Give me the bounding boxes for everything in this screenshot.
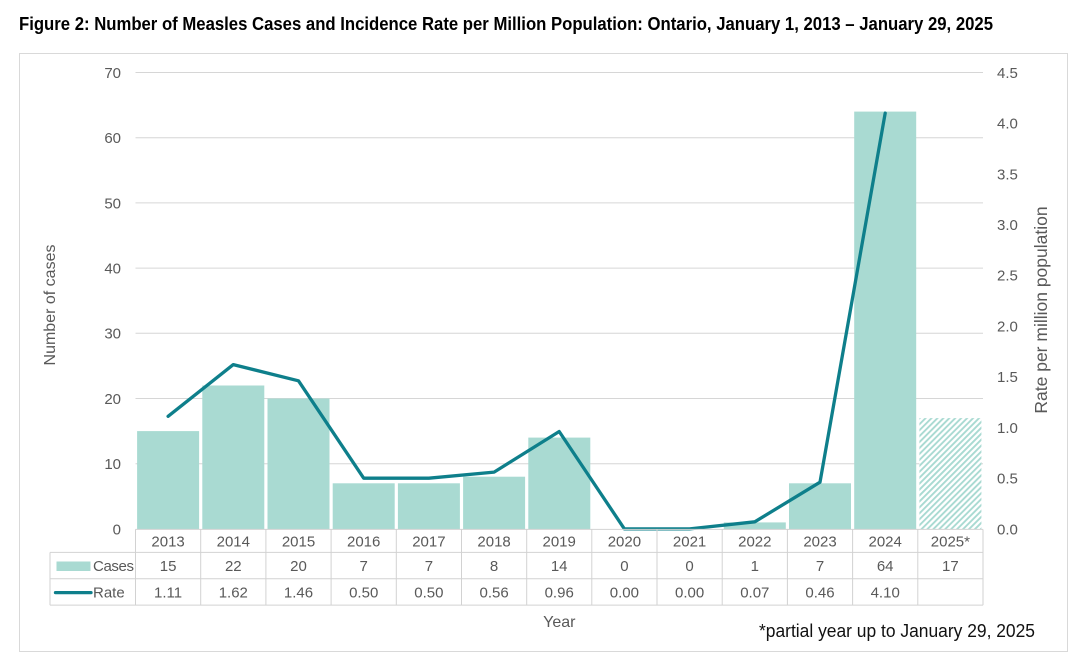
svg-text:0.96: 0.96 xyxy=(545,584,574,601)
svg-text:2.5: 2.5 xyxy=(997,268,1018,285)
svg-text:20: 20 xyxy=(104,391,121,408)
svg-text:50: 50 xyxy=(104,195,121,212)
svg-text:3.5: 3.5 xyxy=(997,166,1018,183)
svg-text:2022: 2022 xyxy=(738,533,771,550)
svg-text:0.5: 0.5 xyxy=(997,471,1018,488)
svg-text:0.50: 0.50 xyxy=(349,584,378,601)
svg-text:4.10: 4.10 xyxy=(871,584,900,601)
svg-text:2016: 2016 xyxy=(347,533,380,550)
svg-text:2025*: 2025* xyxy=(931,533,970,550)
svg-text:15: 15 xyxy=(160,558,177,575)
svg-text:40: 40 xyxy=(104,261,121,278)
svg-text:2020: 2020 xyxy=(608,533,641,550)
svg-text:Number of cases: Number of cases xyxy=(42,245,59,366)
svg-text:0.07: 0.07 xyxy=(740,584,769,601)
svg-text:2.0: 2.0 xyxy=(997,319,1018,336)
svg-text:4.0: 4.0 xyxy=(997,116,1018,133)
svg-text:8: 8 xyxy=(490,558,498,575)
svg-text:1: 1 xyxy=(751,558,759,575)
svg-text:0.00: 0.00 xyxy=(610,584,639,601)
svg-text:0: 0 xyxy=(113,521,121,538)
svg-text:2019: 2019 xyxy=(543,533,576,550)
svg-text:30: 30 xyxy=(104,326,121,343)
svg-text:2021: 2021 xyxy=(673,533,706,550)
svg-text:0: 0 xyxy=(620,558,628,575)
svg-text:14: 14 xyxy=(551,558,568,575)
svg-text:Figure 2: Number of Measles Ca: Figure 2: Number of Measles Cases and In… xyxy=(19,14,993,35)
svg-text:0.46: 0.46 xyxy=(805,584,834,601)
svg-text:2023: 2023 xyxy=(803,533,836,550)
svg-text:2024: 2024 xyxy=(869,533,902,550)
svg-text:22: 22 xyxy=(225,558,242,575)
svg-text:70: 70 xyxy=(104,65,121,82)
svg-text:Year: Year xyxy=(543,614,576,631)
svg-text:7: 7 xyxy=(360,558,368,575)
svg-text:2013: 2013 xyxy=(151,533,184,550)
svg-text:Rate: Rate xyxy=(93,584,125,601)
svg-text:3.0: 3.0 xyxy=(997,217,1018,234)
svg-text:1.5: 1.5 xyxy=(997,369,1018,386)
svg-text:2015: 2015 xyxy=(282,533,315,550)
svg-text:10: 10 xyxy=(104,456,121,473)
svg-text:60: 60 xyxy=(104,130,121,147)
svg-text:0.50: 0.50 xyxy=(414,584,443,601)
svg-text:7: 7 xyxy=(816,558,824,575)
svg-text:1.11: 1.11 xyxy=(154,584,182,601)
svg-text:Rate per million population: Rate per million population xyxy=(1031,206,1051,413)
svg-text:0.0: 0.0 xyxy=(997,521,1018,538)
svg-text:1.46: 1.46 xyxy=(284,584,313,601)
svg-text:Cases: Cases xyxy=(93,558,134,575)
svg-text:2018: 2018 xyxy=(477,533,510,550)
svg-text:0.56: 0.56 xyxy=(479,584,508,601)
svg-text:4.5: 4.5 xyxy=(997,65,1018,82)
svg-text:20: 20 xyxy=(290,558,307,575)
svg-text:2017: 2017 xyxy=(412,533,445,550)
svg-text:64: 64 xyxy=(877,558,894,575)
svg-text:1.62: 1.62 xyxy=(219,584,248,601)
svg-text:0: 0 xyxy=(685,558,693,575)
svg-text:*partial year up to January 29: *partial year up to January 29, 2025 xyxy=(759,621,1035,641)
svg-text:2014: 2014 xyxy=(217,533,250,550)
svg-text:17: 17 xyxy=(942,558,959,575)
svg-text:7: 7 xyxy=(425,558,433,575)
svg-text:1.0: 1.0 xyxy=(997,420,1018,437)
svg-text:0.00: 0.00 xyxy=(675,584,704,601)
